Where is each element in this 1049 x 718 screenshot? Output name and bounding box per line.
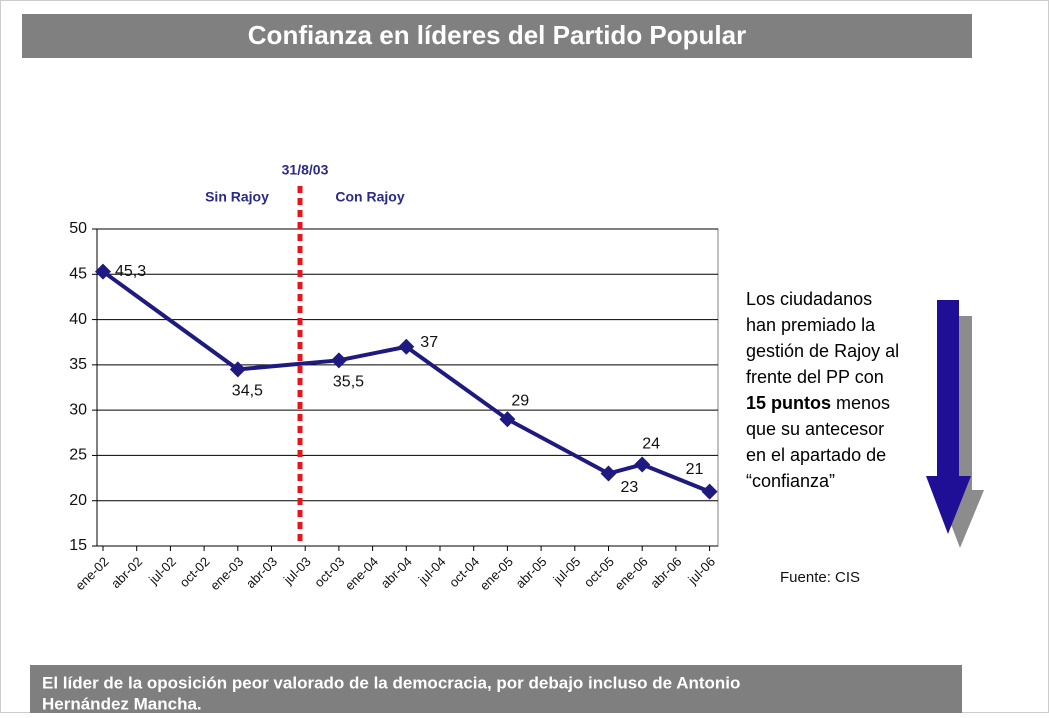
- y-tick-label: 25: [69, 447, 87, 464]
- point: [398, 338, 415, 355]
- point: [95, 263, 111, 280]
- value-label: 34,5: [232, 383, 263, 400]
- note-line: “confianza”: [746, 471, 835, 491]
- note-text: que su antecesor: [746, 419, 884, 439]
- note-line: frente del PP con: [746, 367, 884, 387]
- arrow: [926, 300, 971, 534]
- note-text: Los ciudadanos: [746, 289, 872, 309]
- divider-date: 31/8/03: [282, 162, 329, 178]
- value-label: 29: [511, 392, 529, 409]
- value-label: 23: [621, 479, 639, 496]
- source: Fuente: CIS: [780, 569, 860, 586]
- y-tick-label: 40: [69, 311, 87, 328]
- y-tick-label: 20: [69, 492, 87, 509]
- value-label: 21: [686, 461, 704, 478]
- note-line: que su antecesor: [746, 419, 884, 439]
- point: [330, 352, 347, 369]
- title-banner: [22, 14, 972, 58]
- point: [229, 361, 246, 378]
- after-label: Con Rajoy: [335, 189, 404, 205]
- value-label: 45,3: [115, 263, 146, 280]
- point: [600, 465, 617, 482]
- value-label: 37: [420, 334, 438, 351]
- footer-line: Hernández Mancha.: [42, 694, 202, 713]
- y-tick-label: 50: [69, 220, 87, 237]
- point: [634, 456, 651, 473]
- note-line: en el apartado de: [746, 445, 886, 465]
- footer-banner: [30, 665, 962, 715]
- note-text: en el apartado de: [746, 445, 886, 465]
- note-text: 15 puntos: [746, 393, 831, 413]
- point: [701, 483, 718, 500]
- value-label: 24: [642, 436, 660, 453]
- point: [499, 411, 516, 428]
- note-text: han premiado la: [746, 315, 876, 335]
- note-text: frente del PP con: [746, 367, 884, 387]
- before-label: Sin Rajoy: [205, 189, 269, 205]
- y-tick-label: 35: [69, 356, 87, 373]
- note-text: gestión de Rajoy al: [746, 341, 899, 361]
- note-line: han premiado la: [746, 315, 876, 335]
- note-line: 15 puntos menos: [746, 393, 890, 413]
- note-line: gestión de Rajoy al: [746, 341, 899, 361]
- value-label: 35,5: [333, 374, 364, 391]
- title: Confianza en líderes del Partido Popular: [248, 20, 746, 50]
- note-line: Los ciudadanos: [746, 289, 872, 309]
- note-text: menos: [831, 393, 890, 413]
- y-tick-label: 45: [69, 266, 87, 283]
- y-tick-label: 30: [69, 401, 87, 418]
- plot-area: [96, 228, 719, 547]
- note-text: “confianza”: [746, 471, 835, 491]
- footer-line: El líder de la oposición peor valorado d…: [42, 673, 740, 692]
- y-tick-label: 15: [69, 537, 87, 554]
